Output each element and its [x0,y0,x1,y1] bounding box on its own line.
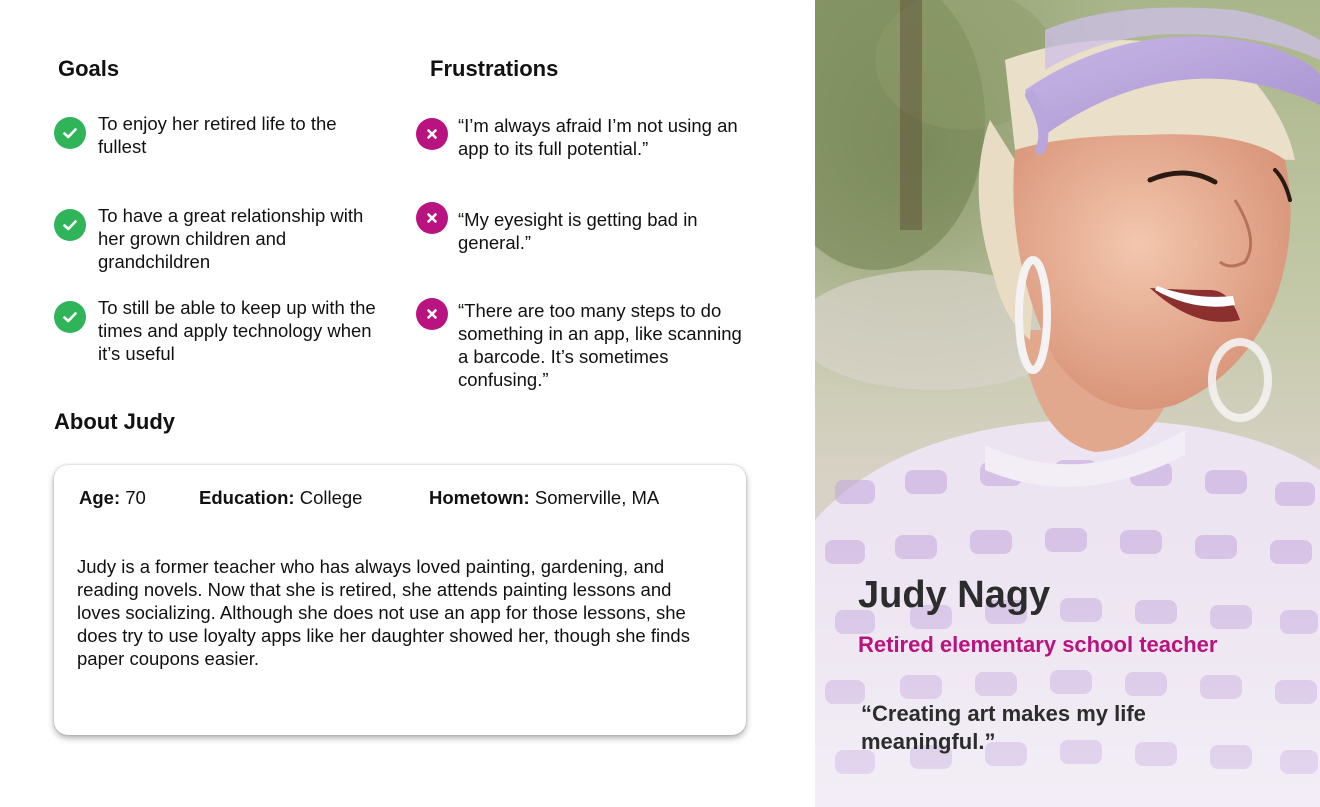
persona-name: Judy Nagy [858,574,1051,616]
goal-item: To have a great relationship with her gr… [54,205,390,273]
about-bio: Judy is a former teacher who has always … [77,556,690,669]
persona-quote: “Creating art makes my life meaningful.” [861,701,1146,754]
x-circle-icon [416,118,448,150]
goal-item: To enjoy her retired life to the fullest [54,113,390,158]
goal-text: To still be able to keep up with the tim… [98,297,376,364]
persona-role: Retired elementary school teacher [858,632,1218,657]
frustration-text: “There are too many steps to do somethin… [458,300,742,390]
education-value: College [299,487,363,508]
about-card: Age: 70 Education: College Hometown: Som… [54,465,746,735]
check-circle-icon [54,301,86,333]
age-fact: Age: 70 [79,487,146,509]
hometown-value: Somerville, MA [534,487,660,508]
frustration-text: “My eyesight is getting bad in general.” [458,209,698,253]
x-circle-icon [416,202,448,234]
education-fact: Education: College [199,487,362,509]
persona-photo: Judy Nagy Retired elementary school teac… [815,0,1320,807]
goals-title: Goals [58,56,120,81]
hometown-fact: Hometown: Somerville, MA [429,487,659,509]
goal-item: To still be able to keep up with the tim… [54,297,390,365]
goal-text: To enjoy her retired life to the fullest [98,113,337,157]
frustrations-title: Frustrations [430,56,559,81]
about-title: About Judy [54,409,175,434]
check-circle-icon [54,209,86,241]
goal-text: To have a great relationship with her gr… [98,205,364,272]
frustration-text: “I’m always afraid I’m not using an app … [458,115,738,159]
hometown-label: Hometown: [429,487,530,508]
check-circle-icon [54,117,86,149]
frustration-item: “There are too many steps to do somethin… [416,298,746,391]
age-label: Age: [79,487,121,508]
persona-photo-illustration [815,0,1320,807]
age-value: 70 [125,487,146,508]
frustration-item: “I’m always afraid I’m not using an app … [416,115,746,160]
x-circle-icon [416,298,448,330]
frustration-item: “My eyesight is getting bad in general.” [416,202,746,254]
education-label: Education: [199,487,295,508]
